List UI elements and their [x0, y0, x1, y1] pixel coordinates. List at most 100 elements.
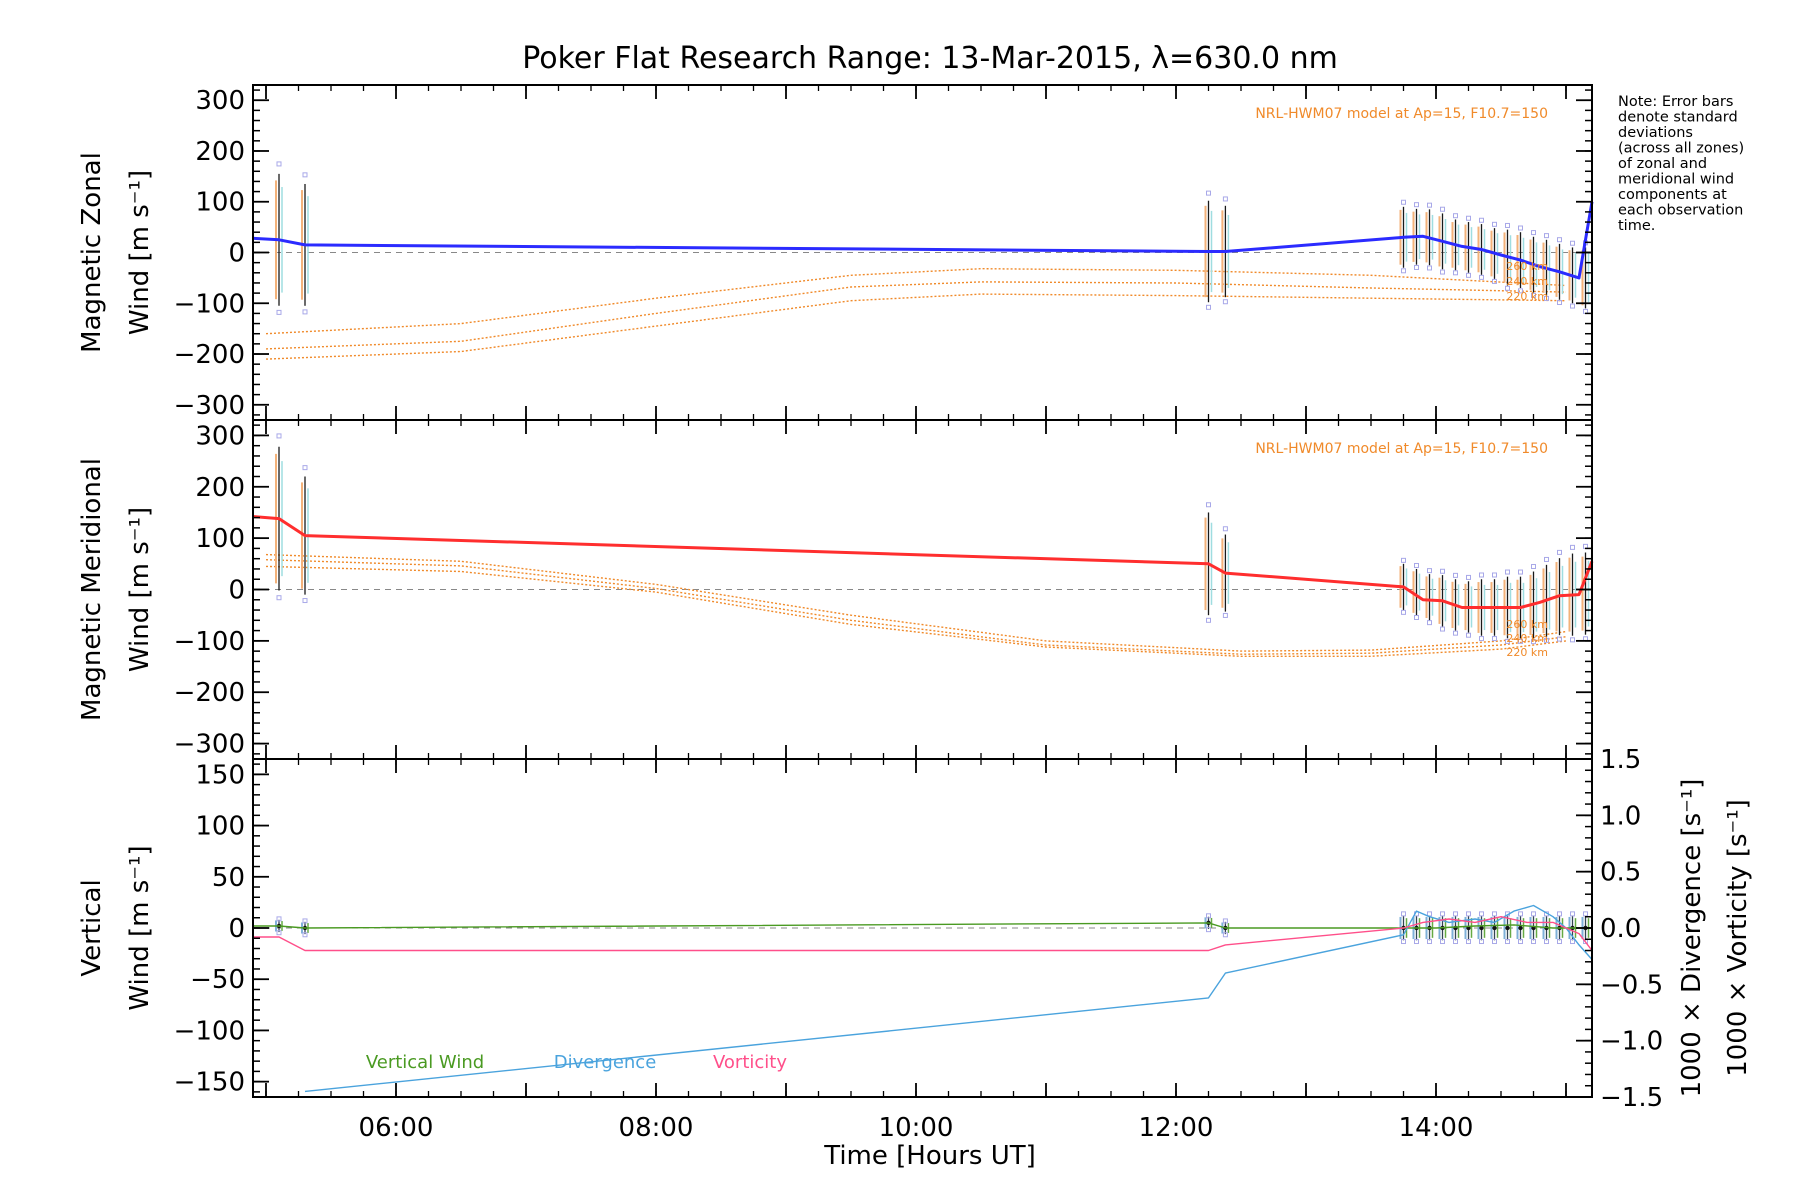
- zone-point: [1570, 544, 1575, 550]
- zone-point: [1453, 213, 1458, 219]
- y-tick-label: −100: [174, 627, 245, 657]
- zone-point: [1222, 196, 1228, 202]
- zone-point: [1544, 295, 1549, 301]
- zone-point: [276, 433, 282, 439]
- zone-point: [1557, 549, 1562, 555]
- zone-point: [1466, 632, 1471, 638]
- zone-point: [1531, 911, 1536, 917]
- panel-1: 300 200 100 0 −100 −200 −300 NRL-HWM07 model at…: [77, 84, 1594, 421]
- zone-point: [1453, 939, 1458, 945]
- legend-item: Vertical Wind: [366, 1052, 484, 1073]
- zone-point: [1206, 913, 1211, 919]
- zone-point: [1479, 274, 1484, 280]
- zone-point: [1222, 612, 1228, 618]
- y-tick-label: 200: [195, 137, 245, 167]
- y-axis-label: Vertical: [77, 879, 107, 976]
- zone-point: [1401, 268, 1406, 274]
- y-right-tick-label: −1.0: [1600, 1027, 1663, 1057]
- zone-point: [1570, 911, 1575, 917]
- zone-point: [1401, 939, 1406, 945]
- y-tick-label: 100: [195, 188, 245, 218]
- y-right-tick-label: 1.0: [1600, 801, 1641, 831]
- zone-point: [1544, 233, 1549, 239]
- panel-2: 300 200 100 0 −100 −200 −300 NRL-HWM07 model at…: [77, 419, 1594, 760]
- y-axis-label: Wind [m s⁻¹]: [125, 170, 155, 335]
- zone-point: [1505, 638, 1510, 644]
- series-line: [252, 515, 1594, 609]
- zone-point: [302, 918, 308, 924]
- y-tick-label: 100: [195, 812, 245, 842]
- zone-point: [302, 309, 308, 315]
- zone-point: [1518, 638, 1523, 644]
- note-line: deviations: [1618, 125, 1693, 141]
- zone-point: [1557, 299, 1562, 305]
- zone-point: [1222, 526, 1228, 532]
- zone-point: [1427, 620, 1432, 626]
- chart-title: Poker Flat Research Range: 13-Mar-2015, …: [522, 41, 1338, 76]
- y-axis-label: Magnetic Meridional: [77, 458, 107, 721]
- note-line: (across all zones): [1618, 141, 1744, 157]
- zone-point: [1466, 911, 1471, 917]
- y-tick-label: 150: [195, 760, 245, 790]
- zone-point: [276, 930, 282, 936]
- zone-point: [1531, 564, 1536, 570]
- y-tick-label: −50: [190, 965, 245, 995]
- y-tick-label: −150: [174, 1068, 245, 1098]
- error-bar-note: Note: Error bars denote standard deviation…: [1618, 94, 1744, 234]
- model-curve: [265, 293, 1567, 360]
- zone-point: [1440, 911, 1445, 917]
- zone-point: [302, 598, 308, 604]
- zone-point: [1414, 264, 1419, 270]
- model-curve: [265, 281, 1567, 350]
- y-tick-label: 0: [228, 914, 245, 944]
- zone-point: [1206, 927, 1211, 933]
- zone-point: [1492, 221, 1497, 227]
- series-line: [252, 201, 1594, 280]
- model-curve: [265, 565, 1567, 657]
- zone-point: [1557, 237, 1562, 243]
- zone-point: [1440, 939, 1445, 945]
- y-tick-label: −100: [174, 289, 245, 319]
- y-tick-label: −200: [174, 678, 245, 708]
- y-tick-label: 50: [212, 863, 245, 893]
- zone-point: [1583, 911, 1588, 917]
- panel-3: 150 100 50 0 −50 −100 −150 1.5 1.0 0.5 0.0 −0.5 −1.0…: [77, 745, 1753, 1143]
- zone-point: [1401, 911, 1406, 917]
- zone-point: [1505, 285, 1510, 291]
- zone-point: [1531, 292, 1536, 298]
- data-point: [1479, 925, 1484, 931]
- y-tick-label: 300: [195, 86, 245, 116]
- model-curve: [265, 559, 1567, 655]
- note-line: Note: Error bars: [1618, 94, 1733, 110]
- zone-point: [1222, 932, 1228, 938]
- zone-point: [302, 172, 308, 178]
- model-label: NRL-HWM07 model at Ap=15, F10.7=150: [1255, 441, 1548, 457]
- zone-point: [1414, 939, 1419, 945]
- note-line: meridional wind: [1618, 172, 1734, 188]
- zone-point: [1427, 939, 1432, 945]
- y-right-tick-label: −1.5: [1600, 1083, 1663, 1113]
- zone-point: [1401, 557, 1406, 563]
- zone-point: [1222, 918, 1228, 924]
- model-curve: [265, 267, 1567, 335]
- zone-point: [1440, 626, 1445, 632]
- altitude-label: 240 km: [1506, 632, 1548, 645]
- y-tick-label: 300: [195, 421, 245, 451]
- zone-point: [1518, 911, 1523, 917]
- x-tick-label: 10:00: [879, 1113, 954, 1143]
- y-right-tick-label: 1.5: [1600, 745, 1641, 775]
- zone-point: [1479, 911, 1484, 917]
- zone-point: [1427, 568, 1432, 574]
- x-tick-label: 12:00: [1139, 1113, 1214, 1143]
- legend-item: Divergence: [554, 1052, 657, 1073]
- zone-point: [1440, 206, 1445, 212]
- zone-point: [1466, 215, 1471, 221]
- zone-point: [1570, 240, 1575, 246]
- note-line: time.: [1618, 218, 1655, 234]
- model-label: NRL-HWM07 model at Ap=15, F10.7=150: [1255, 106, 1548, 122]
- zone-point: [302, 465, 308, 471]
- y-tick-label: 200: [195, 473, 245, 503]
- y-tick-label: 0: [228, 576, 245, 606]
- zone-point: [1570, 303, 1575, 309]
